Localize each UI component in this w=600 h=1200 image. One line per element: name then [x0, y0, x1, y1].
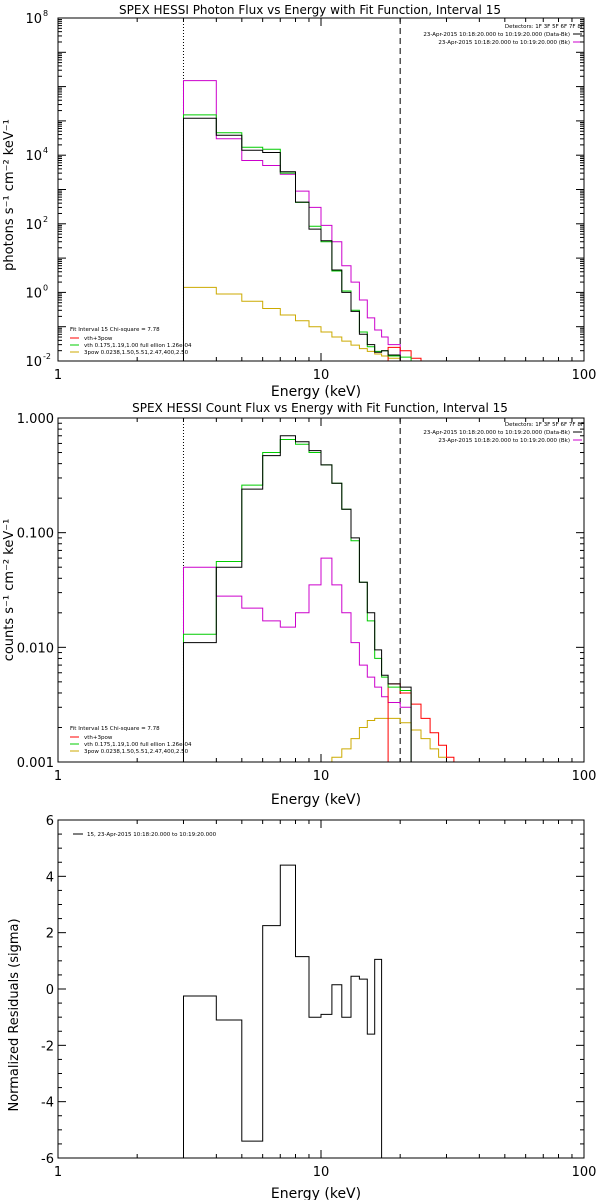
residuals-legend-entry: 15, 23-Apr-2015 10:18:20.000 to 10:19:20… — [87, 832, 217, 838]
photon-y-tick-exponent: 8 — [43, 9, 48, 18]
residuals-plot-area — [183, 864, 383, 1158]
photon-x-tick-label: 100 — [572, 368, 597, 383]
photon-x-axis-label: Energy (keV) — [271, 384, 361, 400]
residuals-series-group — [183, 864, 383, 1158]
residuals-x-tick-label: 1 — [54, 1165, 62, 1180]
residuals-y-tick-label: -6 — [41, 1152, 54, 1167]
count-fit-legend: Fit Interval 15 Chi-square = 7.78 vth+3p… — [70, 726, 192, 755]
count-header-legend-entry-0: 23-Apr-2015 10:18:20.000 to 10:19:20.000… — [423, 430, 570, 436]
residuals-y-tick-label: 6 — [46, 814, 54, 829]
photon-chart-title: SPEX HESSI Photon Flux vs Energy with Fi… — [119, 3, 501, 17]
residuals-y-tick-label: 4 — [46, 870, 54, 885]
photon-fit-legend-entry-1: vth 0.175,1.19,1.00 full ellion 1.26e-04 — [84, 343, 192, 349]
count-x-tick-label: 100 — [572, 769, 597, 784]
count-fit-legend-entry-0: vth+3pow — [84, 735, 113, 741]
photon-y-tick-exponent: -2 — [43, 352, 51, 361]
count-series-0 — [183, 557, 412, 762]
photon-y-tick-exponent: 2 — [43, 215, 48, 224]
photon-flux-panel: SPEX HESSI Photon Flux vs Energy with Fi… — [2, 3, 596, 400]
count-fit-legend-entry-2: 3pow 0.0238,1.50,5.51,2.47,400,2.50 — [84, 749, 189, 755]
count-header-legend-entry-1: 23-Apr-2015 10:18:20.000 to 10:19:20.000… — [438, 438, 570, 444]
photon-y-tick-label: 10 — [25, 218, 42, 233]
count-y-axis-label: counts s⁻¹ cm⁻² keV⁻¹ — [2, 519, 17, 662]
count-series-4 — [183, 435, 412, 762]
photon-header-legend-entry-1: 23-Apr-2015 10:18:20.000 to 10:19:20.000… — [438, 40, 570, 46]
count-axes: 1 10 100 0.001 0.010 0.100 1.000 — [17, 412, 597, 784]
count-flux-panel: SPEX HESSI Count Flux vs Energy with Fit… — [2, 401, 596, 808]
count-fit-info: Fit Interval 15 Chi-square = 7.78 — [70, 726, 160, 732]
count-chart-title: SPEX HESSI Count Flux vs Energy with Fit… — [132, 401, 508, 415]
count-y-tick-label: 0.001 — [17, 756, 54, 771]
photon-y-tick-label: 10 — [25, 12, 42, 27]
photon-fit-info: Fit Interval 15 Chi-square = 7.78 — [70, 327, 160, 333]
count-y-tick-label: 0.100 — [17, 527, 54, 542]
residuals-x-axis-label: Energy (keV) — [271, 1186, 361, 1200]
photon-y-tick-exponent: 4 — [43, 146, 48, 155]
photon-detectors-label: Detectors: 1F 3F 5F 6F 7F 8F — [505, 24, 584, 30]
count-series-group — [182, 418, 455, 762]
residuals-y-tick-label: -4 — [41, 1096, 54, 1111]
residuals-series-0 — [183, 864, 383, 1158]
residuals-y-tick-label: 2 — [46, 927, 54, 942]
count-header-legend: 23-Apr-2015 10:18:20.000 to 10:19:20.000… — [423, 430, 582, 444]
residuals-x-tick-label: 10 — [313, 1165, 330, 1180]
residuals-y-axis-label: Normalized Residuals (sigma) — [7, 918, 22, 1111]
photon-fit-legend: Fit Interval 15 Chi-square = 7.78 vth+3p… — [70, 327, 192, 356]
count-detectors-label: Detectors: 1F 3F 5F 6F 7F 8F — [505, 422, 584, 428]
photon-series-0 — [183, 80, 401, 361]
photon-y-tick-label: 10 — [25, 286, 42, 301]
residuals-panel: 1 10 100 -6 -4 -2 0 2 4 6 15, 23-Apr-2015 10:18:2… — [7, 814, 596, 1200]
photon-y-axis-label: photons s⁻¹ cm⁻² keV⁻¹ — [2, 119, 17, 271]
count-plot-area — [182, 418, 455, 762]
photon-fit-legend-entry-2: 3pow 0.0238,1.50,5.51,2.47,400,2.50 — [84, 350, 189, 356]
residuals-y-tick-label: -2 — [41, 1039, 54, 1054]
residuals-axes: 1 10 100 -6 -4 -2 0 2 4 6 — [41, 814, 596, 1180]
photon-series-2 — [387, 346, 422, 361]
photon-fit-legend-entry-0: vth+3pow — [84, 336, 113, 342]
residuals-x-tick-label: 100 — [572, 1165, 597, 1180]
residuals-legend: 15, 23-Apr-2015 10:18:20.000 to 10:19:20… — [73, 832, 217, 838]
residuals-y-tick-label: 0 — [46, 983, 54, 998]
count-y-tick-label: 0.010 — [17, 641, 54, 656]
photon-x-tick-label: 1 — [54, 368, 62, 383]
photon-header-legend-entry-0: 23-Apr-2015 10:18:20.000 to 10:19:20.000… — [423, 32, 570, 38]
count-x-tick-label: 10 — [313, 769, 330, 784]
photon-y-tick-exponent: 0 — [43, 283, 48, 292]
photon-series-4 — [183, 117, 401, 361]
photon-series-group — [182, 18, 447, 361]
photon-series-1 — [183, 286, 447, 361]
photon-y-tick-label: 10 — [25, 149, 42, 164]
count-fit-legend-entry-1: vth 0.175,1.19,1.00 full ellion 1.26e-04 — [84, 742, 192, 748]
count-y-tick-label: 1.000 — [17, 412, 54, 427]
count-x-tick-label: 1 — [54, 769, 62, 784]
photon-x-tick-label: 10 — [313, 368, 330, 383]
count-x-axis-label: Energy (keV) — [271, 792, 361, 808]
photon-y-tick-label: 10 — [25, 355, 42, 370]
photon-plot-area — [182, 18, 447, 361]
